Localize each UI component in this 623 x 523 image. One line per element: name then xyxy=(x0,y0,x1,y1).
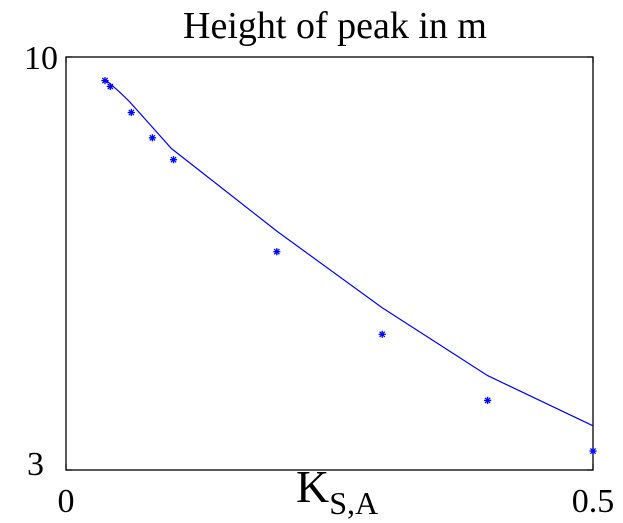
data-point-asterisk xyxy=(169,156,178,164)
y-tick-label-top: 10 xyxy=(24,40,58,77)
x-axis-label-subscript: S,A xyxy=(329,485,378,521)
chart-title: Height of peak in m xyxy=(183,5,487,47)
data-point-asterisk xyxy=(127,108,135,117)
data-point-asterisk xyxy=(148,134,156,142)
fitted-line xyxy=(104,78,594,427)
x-axis-label: KS,A xyxy=(296,461,378,521)
x-tick-label-right: 0.5 xyxy=(572,483,615,520)
plot-area-frame xyxy=(65,56,594,471)
x-axis-label-main: K xyxy=(296,461,329,512)
series-layer xyxy=(101,77,597,455)
data-point-asterisk xyxy=(589,447,597,455)
y-tick-label-bottom: 3 xyxy=(27,446,44,483)
axis-ticks xyxy=(65,56,594,471)
data-point-asterisk xyxy=(101,77,109,85)
data-point-asterisk xyxy=(484,396,492,404)
x-tick-label-left: 0 xyxy=(58,483,75,520)
data-point-asterisk xyxy=(273,248,281,256)
data-point-asterisk xyxy=(378,330,386,338)
